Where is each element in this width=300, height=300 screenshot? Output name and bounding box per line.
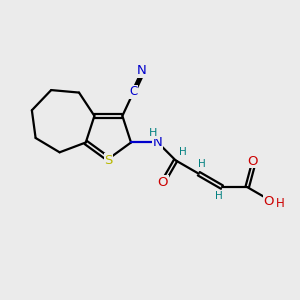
Text: O: O [264, 195, 274, 208]
Text: C: C [130, 85, 138, 98]
Text: N: N [153, 136, 163, 149]
Text: H: H [199, 159, 206, 169]
Text: H: H [275, 197, 284, 210]
Text: O: O [158, 176, 168, 189]
Text: H: H [215, 191, 223, 201]
Text: S: S [104, 154, 112, 167]
Text: H: H [179, 147, 187, 157]
Text: O: O [248, 154, 258, 168]
Text: H: H [149, 128, 158, 138]
Text: N: N [137, 64, 147, 77]
